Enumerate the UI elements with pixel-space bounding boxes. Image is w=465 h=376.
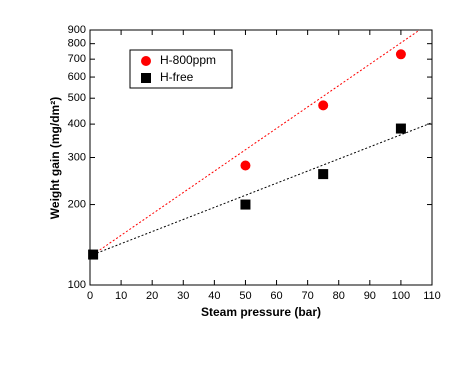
- y-tick-label: 600: [68, 71, 86, 83]
- legend-label: H-free: [160, 70, 194, 84]
- x-tick-label: 80: [333, 290, 345, 302]
- x-tick-label: 90: [364, 290, 376, 302]
- y-tick-label: 500: [68, 92, 86, 104]
- y-axis-label: Weight gain (mg/dm²): [48, 97, 62, 219]
- y-tick-label: 900: [68, 24, 86, 36]
- y-tick-label: 100: [68, 279, 86, 291]
- data-point: [395, 123, 406, 134]
- x-tick-label: 20: [146, 290, 158, 302]
- x-tick-label: 110: [423, 290, 441, 302]
- x-tick-label: 60: [270, 290, 282, 302]
- data-point: [88, 249, 99, 260]
- y-tick-label: 800: [68, 38, 86, 50]
- data-point: [395, 49, 406, 60]
- x-axis-label: Steam pressure (bar): [201, 305, 321, 319]
- x-tick-label: 40: [208, 290, 220, 302]
- y-tick-label: 400: [68, 118, 86, 130]
- x-tick-label: 10: [115, 290, 127, 302]
- x-tick-label: 30: [177, 290, 189, 302]
- data-point: [318, 169, 329, 180]
- data-point: [240, 199, 251, 210]
- x-tick-label: 100: [392, 290, 410, 302]
- data-point: [318, 100, 329, 111]
- y-tick-label: 300: [68, 151, 86, 163]
- x-tick-label: 70: [302, 290, 314, 302]
- trend-line: [92, 122, 433, 256]
- x-tick-label: 50: [239, 290, 251, 302]
- data-point: [240, 160, 251, 171]
- x-tick-label: 0: [87, 290, 93, 302]
- legend-marker: [141, 73, 151, 83]
- y-tick-label: 200: [68, 198, 86, 210]
- legend-label: H-800ppm: [160, 53, 216, 67]
- legend-marker: [141, 56, 151, 66]
- y-tick-label: 700: [68, 53, 86, 65]
